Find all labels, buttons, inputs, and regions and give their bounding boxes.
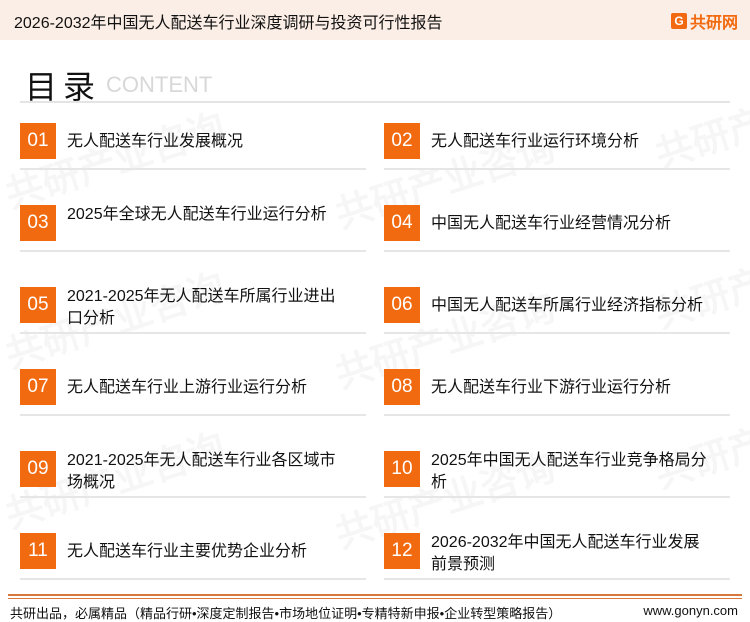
item-label: 2026-2032年中国无人配送车行业发展前景预测 [431,534,700,573]
item-divider [20,496,366,498]
toc-item-09[interactable]: 09 2021-2025年无人配送车行业各区域市场概况 [20,451,366,498]
footer-url[interactable]: www.gonyn.com [643,603,738,618]
toc-item-07[interactable]: 07 无人配送车行业上游行业运行分析 [20,369,366,416]
divider [20,101,730,103]
toc-title: 目录 [25,69,102,105]
item-divider [384,332,730,334]
item-number: 08 [384,369,420,405]
toc-subtitle: CONTENT [106,72,213,97]
item-number: 06 [384,287,420,323]
toc-item-08[interactable]: 08 无人配送车行业下游行业运行分析 [384,369,730,416]
item-label: 无人配送车行业运行环境分析 [431,133,640,150]
toc-item-06[interactable]: 06 中国无人配送车所属行业经济指标分析 [384,287,730,334]
item-label: 无人配送车行业上游行业运行分析 [67,379,308,396]
logo-icon: G [670,13,687,29]
item-divider [384,496,730,498]
item-label: 2025年全球无人配送车行业运行分析 [67,206,327,223]
item-number: 02 [384,123,420,159]
item-label: 无人配送车行业主要优势企业分析 [67,543,308,560]
item-number: 04 [384,205,420,241]
item-label: 无人配送车行业发展概况 [67,133,244,150]
item-divider [384,578,730,580]
item-number: 09 [20,451,56,487]
toc-item-02[interactable]: 02 无人配送车行业运行环境分析 [384,123,730,170]
item-divider [20,414,366,416]
footer-slogan: 共研出品，必属精品（精品行研•深度定制报告•市场地位证明•专精特新申报•企业转型… [10,606,562,621]
item-number: 03 [20,205,56,241]
item-number: 01 [20,123,56,159]
toc-item-05[interactable]: 05 2021-2025年无人配送车所属行业进出口分析 [20,287,366,334]
item-divider [20,250,366,252]
item-label: 2021-2025年无人配送车所属行业进出口分析 [67,288,336,327]
item-number: 05 [20,287,56,323]
item-divider [20,332,366,334]
item-label: 中国无人配送车所属行业经济指标分析 [431,297,704,314]
toc-item-10[interactable]: 10 2025年中国无人配送车行业竞争格局分析 [384,451,730,498]
header: 2026-2032年中国无人配送车行业深度调研与投资可行性报告 G 共研网 [0,0,750,40]
item-divider [20,578,366,580]
footer-divider [8,598,742,599]
item-divider [384,250,730,252]
item-divider [384,414,730,416]
logo-text: 共研网 [689,15,738,32]
item-number: 12 [384,533,420,569]
toc-item-11[interactable]: 11 无人配送车行业主要优势企业分析 [20,533,366,580]
logo: G 共研网 [670,9,738,33]
item-divider [384,168,730,170]
item-number: 10 [384,451,420,487]
item-label: 2021-2025年无人配送车行业各区域市场概况 [67,452,336,491]
item-number: 11 [20,533,56,569]
toc-item-12[interactable]: 12 2026-2032年中国无人配送车行业发展前景预测 [384,533,730,580]
toc-item-01[interactable]: 01 无人配送车行业发展概况 [20,123,366,170]
item-label: 2025年中国无人配送车行业竞争格局分析 [431,452,707,491]
report-title: 2026-2032年中国无人配送车行业深度调研与投资可行性报告 [14,15,443,32]
toc-item-03[interactable]: 03 2025年全球无人配送车行业运行分析 [20,205,366,252]
item-divider [20,168,366,170]
item-label: 中国无人配送车行业经营情况分析 [431,215,672,232]
toc-item-04[interactable]: 04 中国无人配送车行业经营情况分析 [384,205,730,252]
item-number: 07 [20,369,56,405]
footer-divider [8,594,742,596]
item-label: 无人配送车行业下游行业运行分析 [431,379,672,396]
